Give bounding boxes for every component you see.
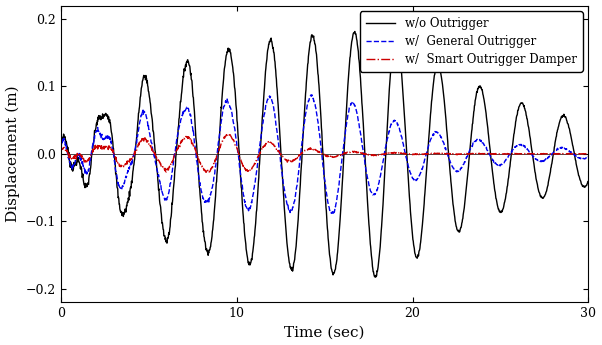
w/  General Outrigger: [585, 155, 592, 159]
w/  Smart Outrigger Damper: [57, 149, 64, 153]
w/o Outrigger: [518, 101, 526, 105]
w/  Smart Outrigger Damper: [223, 132, 230, 137]
w/  General Outrigger: [518, 144, 526, 148]
w/  General Outrigger: [501, 160, 508, 164]
Y-axis label: Displacement (m): Displacement (m): [5, 86, 20, 222]
Line: w/o Outrigger: w/o Outrigger: [61, 31, 588, 277]
w/o Outrigger: [176, 110, 183, 114]
w/  General Outrigger: [57, 146, 64, 150]
w/o Outrigger: [364, 206, 371, 210]
X-axis label: Time (sec): Time (sec): [284, 325, 365, 339]
w/  General Outrigger: [365, 178, 372, 183]
w/  Smart Outrigger Damper: [97, 145, 104, 149]
w/  Smart Outrigger Damper: [518, 152, 526, 156]
w/o Outrigger: [219, 98, 226, 102]
Line: w/  Smart Outrigger Damper: w/ Smart Outrigger Damper: [61, 135, 588, 172]
w/o Outrigger: [351, 29, 358, 33]
w/  Smart Outrigger Damper: [585, 152, 592, 156]
Line: w/  General Outrigger: w/ General Outrigger: [61, 95, 588, 213]
w/  Smart Outrigger Damper: [365, 153, 372, 157]
w/  General Outrigger: [308, 93, 315, 97]
w/  Smart Outrigger Damper: [219, 139, 226, 143]
w/o Outrigger: [57, 141, 64, 145]
w/  Smart Outrigger Damper: [501, 152, 508, 156]
w/  General Outrigger: [176, 123, 183, 127]
w/o Outrigger: [585, 179, 592, 183]
w/o Outrigger: [97, 115, 104, 119]
w/  General Outrigger: [328, 211, 335, 215]
w/  General Outrigger: [97, 134, 104, 138]
w/o Outrigger: [372, 275, 379, 279]
w/  General Outrigger: [219, 116, 226, 120]
w/  Smart Outrigger Damper: [202, 170, 209, 175]
w/o Outrigger: [501, 201, 508, 205]
w/  Smart Outrigger Damper: [176, 143, 183, 147]
Legend: w/o Outrigger, w/  General Outrigger, w/  Smart Outrigger Damper: w/o Outrigger, w/ General Outrigger, w/ …: [360, 11, 583, 72]
